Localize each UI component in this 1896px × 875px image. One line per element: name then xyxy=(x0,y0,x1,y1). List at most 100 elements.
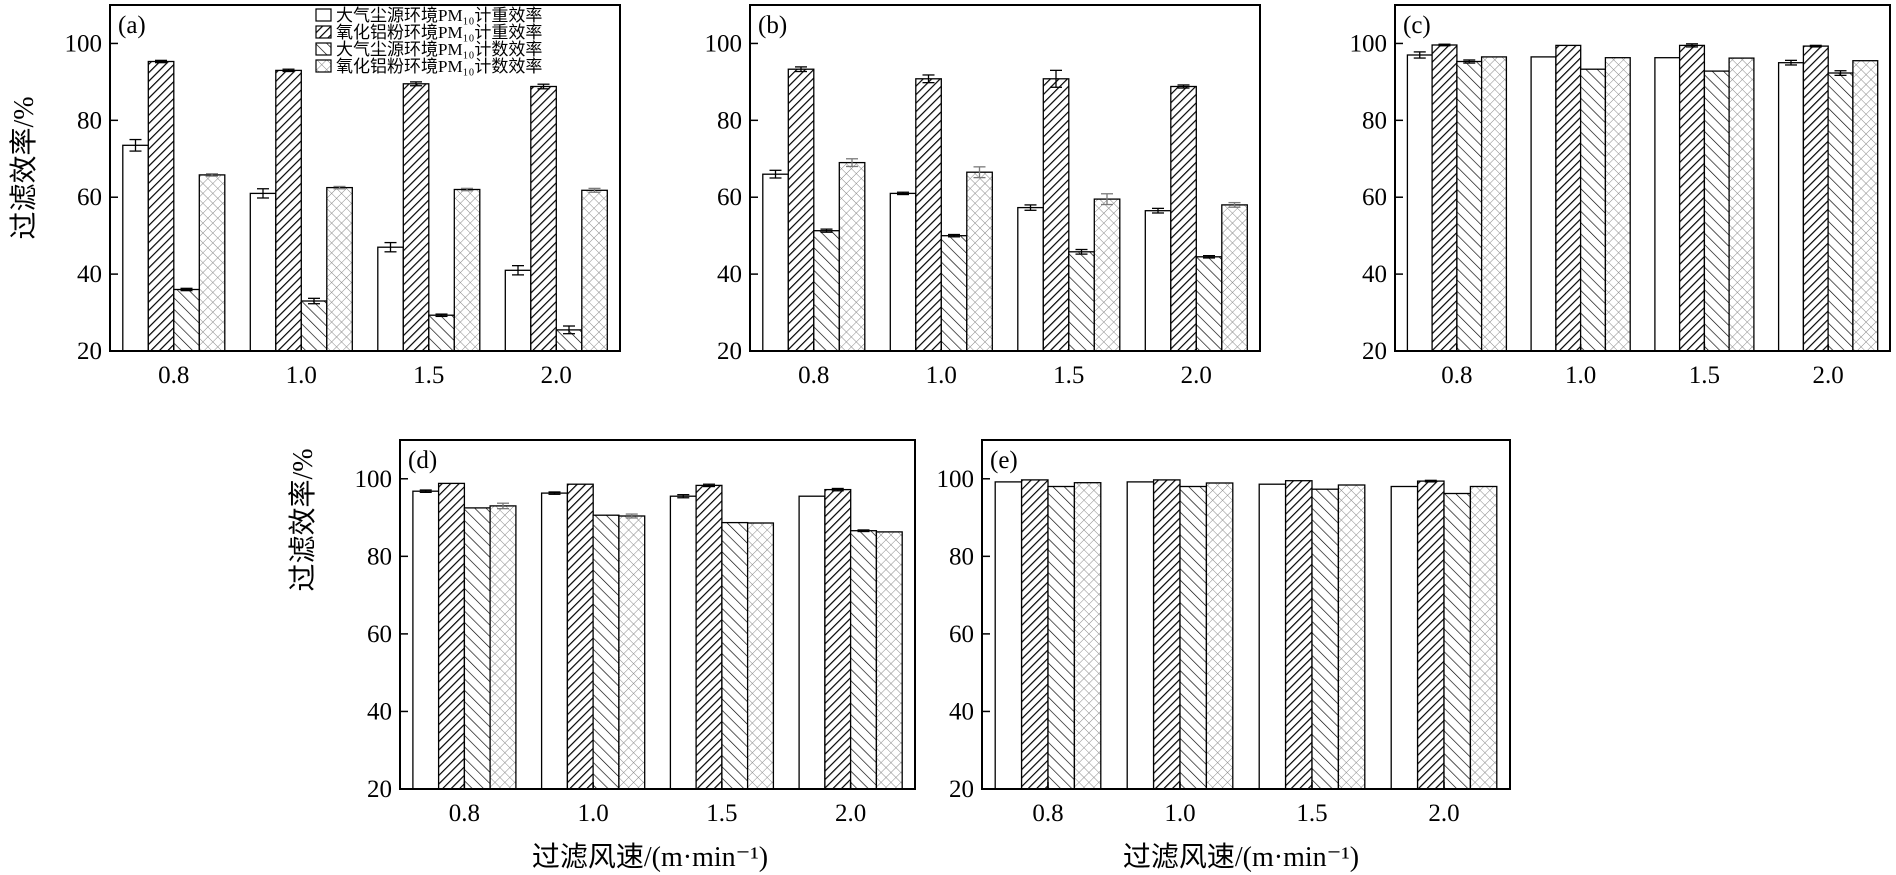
legend-swatch xyxy=(315,8,332,22)
bar xyxy=(746,522,775,790)
bar xyxy=(1555,44,1582,352)
bar xyxy=(695,484,723,790)
bar xyxy=(1469,485,1498,790)
y-tick-label: 80 xyxy=(1362,107,1387,134)
bar xyxy=(326,186,353,352)
y-tick-label: 60 xyxy=(1362,184,1387,211)
legend-label: 氧化铝粉环境PM₁₀计数效率 xyxy=(336,57,542,76)
y-tick-label: 80 xyxy=(717,107,742,134)
y-tick-label: 60 xyxy=(717,184,742,211)
bar xyxy=(1802,45,1829,352)
bar xyxy=(1390,485,1419,790)
chart-panel: 20 40 60 80 100 0.8 1.0 1.5 2.0 (c) xyxy=(1350,4,1891,389)
bar xyxy=(147,60,175,352)
y-tick-label: 80 xyxy=(367,543,392,570)
bar xyxy=(453,188,481,352)
bar xyxy=(1179,485,1208,790)
bar xyxy=(377,246,404,352)
bar xyxy=(1205,482,1234,790)
legend-label: 大气尘源环境PM₁₀计重效率 xyxy=(336,6,542,25)
bar xyxy=(412,490,440,790)
bar xyxy=(721,521,749,790)
x-tick-label: 1.0 xyxy=(1565,362,1596,389)
x-tick-label: 1.5 xyxy=(1296,800,1327,827)
bar xyxy=(994,481,1023,790)
x-tick-label: 1.5 xyxy=(413,362,444,389)
x-tick-label: 1.5 xyxy=(1053,362,1084,389)
y-tick-label: 60 xyxy=(367,621,392,648)
x-tick-label: 0.8 xyxy=(798,362,829,389)
bar xyxy=(1456,60,1483,352)
bar xyxy=(849,530,878,790)
bar xyxy=(540,492,569,790)
bar xyxy=(824,488,852,790)
bar xyxy=(1221,204,1248,352)
chart-panel: 20 40 60 80 100 0.8 1.0 1.5 2.0 (d) xyxy=(355,439,916,827)
bar xyxy=(669,495,697,790)
x-tick-label: 2.0 xyxy=(541,362,572,389)
plot-frame xyxy=(109,4,621,352)
y-tick-label: 100 xyxy=(705,30,743,57)
y-tick-label: 20 xyxy=(717,338,742,365)
bar xyxy=(463,507,491,790)
bar xyxy=(915,78,942,352)
bar xyxy=(198,174,226,352)
bar xyxy=(504,269,532,352)
y-tick-label: 100 xyxy=(355,466,393,493)
x-tick-label: 1.0 xyxy=(926,362,957,389)
bar xyxy=(1042,78,1070,352)
bar xyxy=(1443,492,1472,790)
bar xyxy=(1152,479,1181,790)
y-tick-label: 60 xyxy=(949,621,974,648)
bar xyxy=(1093,198,1121,352)
x-tick-label: 2.0 xyxy=(1181,362,1212,389)
bar xyxy=(889,192,917,352)
bar xyxy=(437,482,466,790)
bar xyxy=(428,314,455,352)
bar xyxy=(618,515,646,790)
x-tick-label: 1.0 xyxy=(1164,800,1195,827)
bar xyxy=(1170,85,1197,352)
x-tick-label: 0.8 xyxy=(1032,800,1063,827)
x-axis-title-left: 过滤风速/(m·min⁻¹) xyxy=(532,841,768,873)
bar xyxy=(402,83,430,352)
bar xyxy=(1416,480,1445,790)
bar xyxy=(940,235,968,352)
bar xyxy=(1126,481,1155,790)
bar xyxy=(1337,484,1366,790)
bar xyxy=(1530,56,1557,352)
bar xyxy=(1406,54,1433,352)
bar xyxy=(1017,206,1044,352)
bar xyxy=(592,514,620,790)
bar xyxy=(966,171,993,352)
bar xyxy=(1311,488,1340,790)
x-tick-label: 2.0 xyxy=(1813,362,1844,389)
bar xyxy=(1047,485,1076,790)
bar xyxy=(798,495,826,790)
bar xyxy=(1073,482,1102,790)
plot-frame xyxy=(981,439,1511,790)
bar xyxy=(530,85,557,352)
bar xyxy=(300,300,328,352)
bar xyxy=(1604,57,1631,352)
x-tick-label: 1.5 xyxy=(1689,362,1720,389)
panel-label: (c) xyxy=(1403,12,1431,39)
legend: 大气尘源环境PM₁₀计重效率氧化铝粉环境PM₁₀计重效率大气尘源环境PM₁₀计数… xyxy=(315,6,542,76)
y-tick-label: 80 xyxy=(949,543,974,570)
x-tick-label: 0.8 xyxy=(449,800,480,827)
bar xyxy=(1654,57,1681,352)
y-axis-title-top: 过滤效率/% xyxy=(8,96,40,239)
y-tick-label: 100 xyxy=(65,30,103,57)
bar xyxy=(1777,62,1805,352)
y-tick-label: 40 xyxy=(77,261,102,288)
legend-label: 大气尘源环境PM₁₀计数效率 xyxy=(336,40,542,59)
bar xyxy=(1431,44,1458,352)
chart-panel: 20 40 60 80 100 0.8 1.0 1.5 2.0 (b) xyxy=(705,4,1261,389)
bar xyxy=(566,483,594,790)
x-tick-label: 1.0 xyxy=(286,362,317,389)
bar xyxy=(489,505,517,790)
bar xyxy=(1258,483,1287,790)
y-tick-label: 40 xyxy=(949,698,974,725)
legend-swatch xyxy=(315,59,332,73)
